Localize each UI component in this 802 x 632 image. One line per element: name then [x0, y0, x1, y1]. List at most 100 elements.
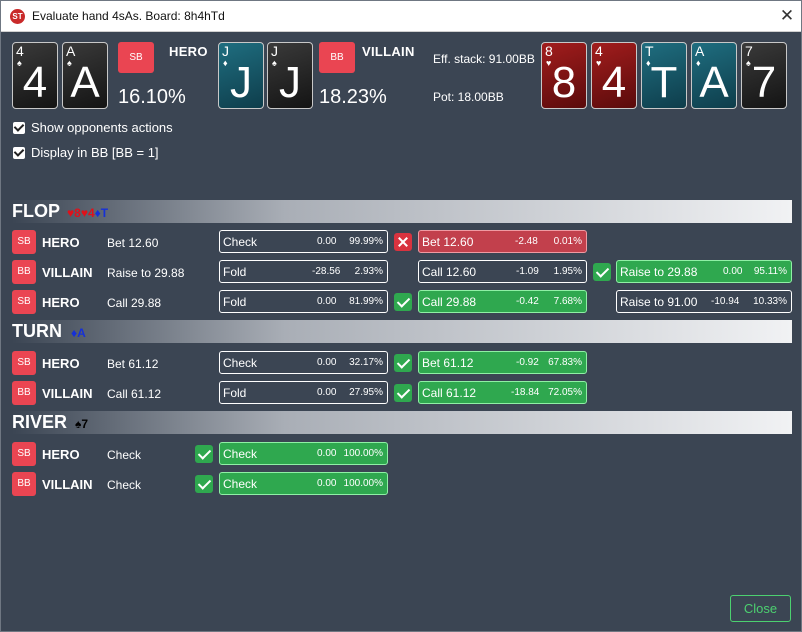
villain-card-1: J ♦ J: [218, 42, 264, 109]
row-player: HERO: [42, 235, 80, 250]
action-option-box[interactable]: Call 12.60 -1.09 1.95%: [418, 260, 587, 283]
option-frequency: 100.00%: [343, 448, 383, 459]
board-card-2: 4 ♥ 4: [591, 42, 637, 109]
turn-cards: ♦A: [71, 326, 86, 340]
option-label: Call 29.88: [422, 295, 477, 309]
board-card-4-rank: A: [699, 58, 729, 107]
diamond-icon: ♦: [646, 58, 651, 68]
street-header-river: RIVER ♠7: [12, 411, 792, 434]
row-position-badge: SB: [12, 290, 36, 314]
street-header-flop: FLOP ♥8♥4♦T: [12, 200, 792, 223]
pot-size: Pot: 18.00BB: [433, 90, 504, 104]
option-label: Bet 61.12: [422, 356, 474, 370]
row-position-badge: SB: [12, 351, 36, 375]
action-option-box[interactable]: Fold 0.00 81.99%: [219, 290, 388, 313]
action-option-box[interactable]: Bet 12.60 -2.48 0.01%: [418, 230, 587, 253]
board-card-5: 7 ♠ 7: [741, 42, 787, 109]
checkbox-checked-icon[interactable]: [13, 147, 25, 159]
option-ev: -0.42: [516, 296, 539, 307]
option-label: Check: [223, 235, 258, 249]
villain-card-2-rank: J: [279, 58, 301, 107]
option-frequency: 7.68%: [553, 296, 582, 307]
option-ev: 0.00: [317, 478, 337, 489]
street-name: FLOP: [12, 201, 60, 221]
hero-card-1: 4 ♠ 4: [12, 42, 58, 109]
option-label: Call 12.60: [422, 265, 477, 279]
show-opponents-label[interactable]: Show opponents actions: [31, 120, 173, 135]
window-close-button[interactable]: ✕: [779, 6, 795, 25]
row-action: Check: [107, 478, 142, 492]
row-position-badge: SB: [12, 230, 36, 254]
row-position-badge: BB: [12, 381, 36, 405]
flop-cards: ♥8♥4♦T: [67, 206, 108, 220]
option-ev: 0.00: [723, 266, 743, 277]
action-option-box[interactable]: Bet 61.12 -0.92 67.83%: [418, 351, 587, 374]
action-option-box[interactable]: Call 61.12 -18.84 72.05%: [418, 381, 587, 404]
row-action: Call 29.88: [107, 296, 162, 310]
row-position-badge: BB: [12, 260, 36, 284]
flop-card-2: ♥4: [80, 206, 95, 220]
board-card-2-corner-rank: 4: [595, 43, 603, 59]
correct-check-icon: [394, 293, 412, 311]
board-card-5-rank: 7: [751, 58, 777, 107]
row-action: Raise to 29.88: [107, 266, 185, 280]
action-option-box[interactable]: Check 0.00 100.00%: [219, 472, 388, 495]
option-ev: -2.48: [515, 236, 538, 247]
correct-check-icon: [593, 263, 611, 281]
action-option-box[interactable]: Check 0.00 32.17%: [219, 351, 388, 374]
option-ev: -28.56: [312, 266, 341, 277]
option-frequency: 27.95%: [349, 387, 383, 398]
correct-check-icon: [394, 354, 412, 372]
board-card-3-rank: T: [650, 58, 678, 107]
row-player: HERO: [42, 356, 80, 371]
spade-icon: ♠: [272, 58, 277, 68]
hero-position-badge: SB: [118, 42, 154, 73]
board-card-3-corner-rank: T: [645, 43, 654, 59]
option-label: Fold: [223, 265, 247, 279]
correct-check-icon: [195, 475, 213, 493]
heart-icon: ♥: [546, 58, 552, 68]
villain-card-1-rank: J: [230, 58, 252, 107]
row-position-badge: BB: [12, 472, 36, 496]
option-label: Check: [223, 447, 258, 461]
villain-position-badge: BB: [319, 42, 355, 73]
hero-card-1-corner-rank: 4: [16, 43, 24, 59]
option-frequency: 67.83%: [548, 357, 582, 368]
option-frequency: 10.33%: [753, 296, 787, 307]
villain-card-2: J ♠ J: [267, 42, 313, 109]
row-player: HERO: [42, 447, 80, 462]
effective-stack: Eff. stack: 91.00BB: [433, 52, 535, 66]
action-option-box[interactable]: Raise to 91.00 -10.94 10.33%: [616, 290, 792, 313]
villain-card-2-corner-rank: J: [271, 43, 278, 59]
board-card-2-rank: 4: [601, 58, 627, 107]
row-player: HERO: [42, 295, 80, 310]
villain-equity: 18.23%: [319, 86, 387, 108]
action-option-box[interactable]: Call 29.88 -0.42 7.68%: [418, 290, 587, 313]
hero-card-2-corner-rank: A: [66, 43, 76, 59]
option-frequency: 32.17%: [349, 357, 383, 368]
row-player: VILLAIN: [42, 386, 93, 401]
checkbox-checked-icon[interactable]: [13, 122, 25, 134]
close-button[interactable]: Close: [730, 595, 791, 622]
action-option-box[interactable]: Check 0.00 99.99%: [219, 230, 388, 253]
flop-card-3: ♦T: [94, 206, 109, 220]
option-label: Check: [223, 356, 258, 370]
action-option-box[interactable]: Fold 0.00 27.95%: [219, 381, 388, 404]
correct-check-icon: [394, 384, 412, 402]
action-option-box[interactable]: Check 0.00 100.00%: [219, 442, 388, 465]
villain-name: VILLAIN: [362, 44, 415, 59]
board-card-1-rank: 8: [551, 58, 577, 107]
display-bb-label[interactable]: Display in BB [BB = 1]: [31, 145, 159, 160]
action-option-box[interactable]: Fold -28.56 2.93%: [219, 260, 388, 283]
option-ev: 0.00: [317, 448, 337, 459]
turn-card-1: ♦A: [71, 326, 86, 340]
action-option-box[interactable]: Raise to 29.88 0.00 95.11%: [616, 260, 792, 283]
street-header-turn: TURN ♦A: [12, 320, 792, 343]
option-frequency: 1.95%: [553, 266, 582, 277]
option-ev: 0.00: [317, 296, 337, 307]
villain-card-1-corner-rank: J: [222, 43, 229, 59]
hero-name: HERO: [169, 44, 208, 59]
board-card-1-corner-rank: 8: [545, 43, 553, 59]
spade-icon: ♠: [67, 58, 72, 68]
